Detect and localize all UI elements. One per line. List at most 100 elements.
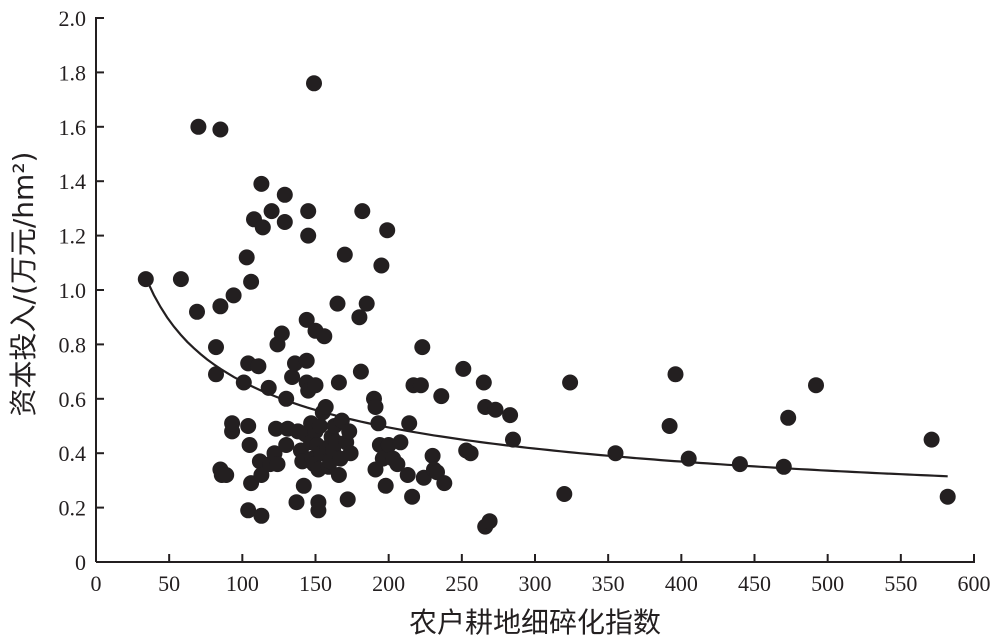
x-axis-ticks: 0 50 100 150 200 250 300 350 400 450 500 550 600 xyxy=(91,554,991,596)
data-point xyxy=(278,390,295,407)
y-tick-label: 1.0 xyxy=(59,278,87,303)
data-point xyxy=(923,431,940,448)
data-point xyxy=(607,445,624,462)
data-point xyxy=(212,298,229,315)
data-point xyxy=(235,374,252,391)
data-point xyxy=(240,418,257,434)
data-point xyxy=(298,352,315,369)
data-point xyxy=(667,366,684,383)
y-tick-label: 1.2 xyxy=(59,224,87,249)
data-point xyxy=(401,415,418,432)
y-tick-label: 0.2 xyxy=(59,496,87,521)
data-point xyxy=(330,374,347,391)
data-point xyxy=(253,467,270,483)
data-point xyxy=(172,271,189,288)
data-point xyxy=(268,420,284,437)
data-point xyxy=(808,377,824,394)
data-point xyxy=(680,450,697,467)
data-point xyxy=(269,456,286,473)
data-point xyxy=(475,374,492,391)
x-tick-label: 600 xyxy=(958,571,991,596)
data-point xyxy=(414,339,431,356)
data-point xyxy=(295,477,312,494)
data-points xyxy=(137,75,956,535)
data-point xyxy=(208,366,224,383)
data-point xyxy=(241,437,258,453)
data-point xyxy=(330,467,347,483)
x-tick-label: 100 xyxy=(226,571,259,596)
data-point xyxy=(263,203,280,220)
y-tick-label: 1.6 xyxy=(59,115,87,140)
data-point xyxy=(190,118,207,135)
data-point xyxy=(377,477,394,494)
x-tick-label: 200 xyxy=(372,571,405,596)
data-point xyxy=(412,377,429,394)
data-point xyxy=(455,360,472,377)
data-point xyxy=(189,303,205,320)
data-point xyxy=(341,423,358,440)
y-tick-label: 1.4 xyxy=(59,169,87,194)
y-tick-label: 1.8 xyxy=(59,60,87,85)
data-point xyxy=(298,311,315,328)
data-point xyxy=(306,75,322,92)
y-tick-label: 0.4 xyxy=(59,441,87,466)
data-point xyxy=(562,374,579,391)
data-point xyxy=(208,339,224,356)
data-point xyxy=(300,227,317,244)
y-tick-label: 0.6 xyxy=(59,387,87,412)
data-point xyxy=(300,203,317,220)
data-point xyxy=(373,257,390,274)
data-point xyxy=(253,175,270,192)
data-point xyxy=(307,377,324,394)
fit-curve xyxy=(146,280,948,478)
data-point xyxy=(284,369,301,385)
data-point xyxy=(243,273,260,290)
x-tick-label: 550 xyxy=(884,571,917,596)
data-point xyxy=(240,502,257,519)
data-point xyxy=(399,467,416,483)
data-point xyxy=(404,488,421,505)
data-point xyxy=(661,418,678,434)
data-point xyxy=(260,379,277,396)
data-point xyxy=(254,219,271,236)
data-point xyxy=(379,222,396,239)
data-point xyxy=(250,358,267,375)
data-point xyxy=(352,363,369,380)
y-tick-label: 0.8 xyxy=(59,332,87,357)
data-point xyxy=(336,246,353,263)
data-point xyxy=(370,415,387,432)
x-tick-label: 50 xyxy=(158,571,180,596)
data-point xyxy=(224,415,241,432)
x-tick-label: 300 xyxy=(519,571,552,596)
data-point xyxy=(273,325,290,342)
data-point xyxy=(731,456,748,473)
data-point xyxy=(278,437,295,453)
data-point xyxy=(218,467,235,483)
x-tick-label: 450 xyxy=(738,571,771,596)
data-point xyxy=(342,445,359,462)
data-point xyxy=(316,328,333,345)
data-point xyxy=(276,186,293,203)
data-point xyxy=(329,295,346,312)
data-point xyxy=(351,309,368,326)
data-point xyxy=(392,434,409,451)
data-point xyxy=(225,287,242,304)
x-tick-label: 0 xyxy=(91,571,102,596)
data-point xyxy=(276,214,293,230)
data-point xyxy=(137,271,154,288)
data-point xyxy=(367,399,384,415)
data-point xyxy=(288,494,305,511)
x-tick-label: 250 xyxy=(445,571,478,596)
x-tick-label: 150 xyxy=(299,571,332,596)
data-point xyxy=(780,409,797,426)
x-tick-label: 500 xyxy=(811,571,844,596)
data-point xyxy=(424,447,441,464)
data-point xyxy=(311,418,328,434)
data-point xyxy=(487,401,504,418)
data-point xyxy=(775,458,792,475)
data-point xyxy=(481,513,498,530)
data-point xyxy=(253,507,270,524)
data-point xyxy=(939,488,956,505)
data-point xyxy=(433,388,450,405)
